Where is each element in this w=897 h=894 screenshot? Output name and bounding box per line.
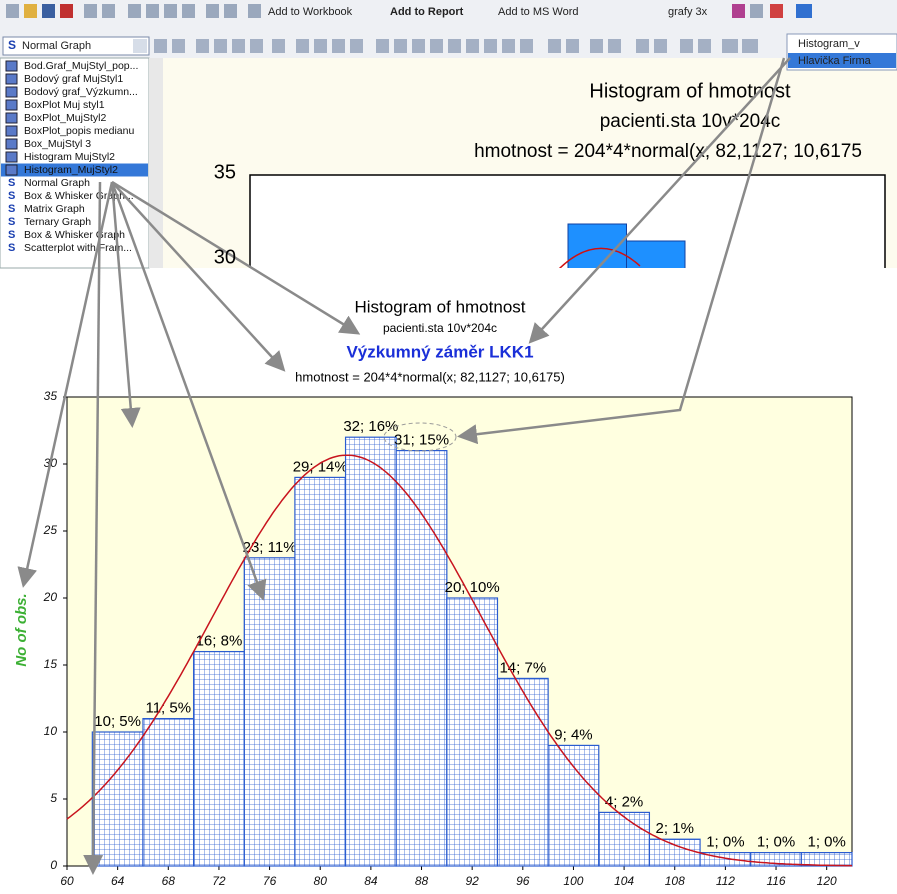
style-icon: S	[8, 177, 15, 189]
style-item[interactable]: Box_MujStyl 3	[24, 138, 91, 150]
x-tick-label: 92	[465, 874, 479, 888]
style-icon	[6, 126, 17, 136]
value-label: 1; 0%	[807, 834, 845, 851]
style-item[interactable]: Matrix Graph	[24, 203, 85, 215]
style-item[interactable]: Bodový graf MujStyl1	[24, 73, 123, 85]
value-label: 11; 5%	[145, 700, 191, 717]
value-label: 32; 16%	[343, 418, 398, 435]
style-item[interactable]: BoxPlot_popis medianu	[24, 125, 134, 137]
x-tick-label: 76	[263, 874, 277, 888]
x-tick-label: 112	[716, 874, 735, 888]
bar	[801, 853, 852, 866]
style-icon	[6, 165, 17, 175]
x-tick-label: 116	[766, 874, 785, 888]
preview-formula: hmotnost = 204*4*normal(x; 82,1127; 10,6…	[474, 141, 862, 162]
value-label: 10; 5%	[94, 713, 141, 730]
style-icon	[6, 139, 17, 149]
style-item[interactable]: Normal Graph	[24, 177, 90, 189]
value-label: 31; 15%	[394, 432, 449, 449]
style-item[interactable]: Scatterplot with Fram...	[24, 242, 132, 254]
toolbar-button[interactable]: grafy 3x	[668, 6, 708, 18]
combobox-arrow[interactable]	[133, 39, 147, 53]
bar	[346, 437, 397, 866]
preview-plot	[250, 175, 885, 375]
x-tick-label: 84	[364, 874, 378, 888]
style-item[interactable]: Histogram MujStyl2	[24, 151, 115, 163]
toolbar-button[interactable]: Add to Workbook	[268, 6, 353, 18]
x-tick-label: 100	[563, 874, 583, 888]
bar	[649, 839, 700, 866]
chart-note: Výzkumný záměr LKK1	[346, 342, 533, 361]
preview-tick-label: 35	[214, 161, 236, 183]
y-tick-label: 15	[44, 657, 58, 671]
style-icon	[6, 100, 17, 110]
style-item[interactable]: Histogram_MujStyl2	[24, 164, 118, 176]
bar	[92, 732, 143, 866]
style-item[interactable]: BoxPlot Muj styl1	[24, 99, 105, 111]
value-label: 9; 4%	[554, 726, 592, 743]
bar	[447, 598, 498, 866]
style-icon	[6, 61, 17, 71]
x-tick-label: 64	[111, 874, 125, 888]
preview-tick-label: 30	[214, 246, 236, 268]
y-tick-label: 0	[50, 858, 57, 872]
style-icon: S	[8, 190, 15, 202]
y-axis-label: No of obs.	[13, 593, 30, 666]
bar	[295, 477, 346, 866]
x-tick-label: 68	[162, 874, 176, 888]
value-label: 1; 0%	[706, 834, 744, 851]
x-tick-label: 96	[516, 874, 530, 888]
bar	[599, 812, 650, 866]
style-item[interactable]: Bodový graf_Výzkumn...	[24, 86, 138, 98]
style-icon	[6, 152, 17, 162]
bar	[497, 678, 548, 866]
chart-formula: hmotnost = 204*4*normal(x; 82,1127; 10,6…	[295, 369, 565, 384]
value-label: 1; 0%	[757, 834, 795, 851]
style-icon: S	[8, 216, 15, 228]
bar	[548, 745, 599, 866]
x-tick-label: 88	[415, 874, 429, 888]
toolbar-button[interactable]: Add to Report	[390, 6, 464, 18]
bar	[194, 652, 245, 866]
x-tick-label: 104	[614, 874, 634, 888]
y-tick-label: 25	[43, 523, 58, 537]
toolbar-button[interactable]: Add to MS Word	[498, 6, 579, 18]
style-item[interactable]: Box & Whisker Graph	[24, 229, 125, 241]
style-icon	[6, 87, 17, 97]
x-tick-label: 120	[817, 874, 837, 888]
style-icon	[6, 113, 17, 123]
preview-subtitle: pacienti.sta 10v*204c	[600, 111, 781, 132]
style-item[interactable]: BoxPlot_MujStyl2	[24, 112, 106, 124]
bar	[244, 558, 295, 866]
menu-item[interactable]: Histogram_v	[798, 38, 860, 50]
value-label: 2; 1%	[656, 820, 694, 837]
y-tick-label: 20	[43, 590, 58, 604]
screenshot: Add to Workbook Add to Report Add to MS …	[0, 0, 897, 894]
style-icon: S	[8, 203, 15, 215]
bar	[143, 719, 194, 866]
y-tick-label: 10	[44, 724, 58, 738]
style-icon: S	[8, 229, 15, 241]
chart-title: Histogram of hmotnost	[354, 297, 525, 316]
menu-item[interactable]: Hlavička Firma	[798, 55, 872, 67]
style-icon	[6, 74, 17, 84]
y-tick-label: 35	[44, 389, 58, 403]
value-label: 4; 2%	[605, 793, 643, 810]
x-tick-label: 108	[665, 874, 685, 888]
style-combobox-value: Normal Graph	[22, 40, 91, 52]
x-tick-label: 72	[212, 874, 226, 888]
value-label: 29; 14%	[293, 458, 348, 475]
chart-subtitle: pacienti.sta 10v*204c	[383, 321, 497, 335]
value-label: 20; 10%	[445, 579, 500, 596]
style-icon: S	[8, 242, 15, 254]
style-item[interactable]: Bod.Graf_MujStyl_pop...	[24, 60, 138, 72]
x-tick-label: 60	[60, 874, 74, 888]
style-item[interactable]: Ternary Graph	[24, 216, 91, 228]
y-tick-label: 5	[50, 791, 57, 805]
style-icon: S	[8, 38, 16, 52]
x-tick-label: 80	[314, 874, 328, 888]
